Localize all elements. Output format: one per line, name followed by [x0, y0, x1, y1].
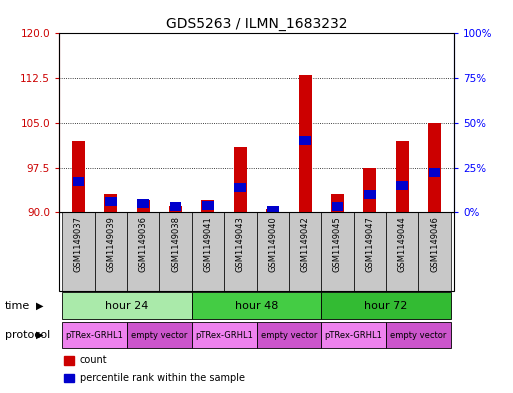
Text: time: time — [5, 301, 30, 310]
Bar — [386, 212, 419, 291]
Bar — [136, 200, 150, 212]
Bar — [397, 181, 408, 190]
Bar — [137, 199, 149, 208]
Text: GSM1149038: GSM1149038 — [171, 216, 180, 272]
Bar — [170, 202, 182, 211]
Bar — [256, 322, 321, 348]
Text: pTRex-GRHL1: pTRex-GRHL1 — [66, 331, 124, 340]
Text: hour 24: hour 24 — [105, 301, 149, 310]
Bar — [169, 206, 182, 212]
Bar — [396, 141, 409, 212]
Text: hour 48: hour 48 — [235, 301, 278, 310]
Text: empty vector: empty vector — [261, 331, 317, 340]
Bar — [202, 200, 214, 212]
Text: count: count — [80, 355, 107, 365]
Text: pTRex-GRHL1: pTRex-GRHL1 — [325, 331, 383, 340]
Bar — [321, 322, 386, 348]
Text: GSM1149044: GSM1149044 — [398, 216, 407, 272]
Text: GSM1149040: GSM1149040 — [268, 216, 277, 272]
Bar — [428, 123, 441, 212]
Bar — [234, 147, 247, 212]
Bar — [256, 212, 289, 291]
Bar — [299, 136, 311, 145]
Bar — [160, 212, 192, 291]
Bar — [386, 322, 451, 348]
Bar — [353, 212, 386, 291]
Bar — [192, 212, 224, 291]
Bar — [363, 167, 377, 212]
Bar — [192, 292, 321, 319]
Bar — [289, 212, 321, 291]
Bar — [105, 197, 116, 206]
Text: GSM1149046: GSM1149046 — [430, 216, 439, 272]
Bar — [419, 212, 451, 291]
Bar — [72, 141, 85, 212]
Text: GSM1149045: GSM1149045 — [333, 216, 342, 272]
Text: GSM1149037: GSM1149037 — [74, 216, 83, 272]
Text: ▶: ▶ — [36, 330, 44, 340]
Bar — [331, 195, 344, 212]
Bar — [321, 212, 353, 291]
Bar — [266, 209, 279, 212]
Bar — [429, 169, 440, 177]
Bar — [299, 75, 311, 212]
Text: empty vector: empty vector — [390, 331, 447, 340]
Bar — [62, 322, 127, 348]
Bar — [73, 177, 84, 186]
Bar — [224, 212, 256, 291]
Bar — [62, 292, 192, 319]
Text: pTRex-GRHL1: pTRex-GRHL1 — [195, 331, 253, 340]
Title: GDS5263 / ILMN_1683232: GDS5263 / ILMN_1683232 — [166, 17, 347, 31]
Bar — [192, 322, 256, 348]
Text: GSM1149036: GSM1149036 — [139, 216, 148, 272]
Bar — [202, 200, 214, 209]
Text: GSM1149042: GSM1149042 — [301, 216, 309, 272]
Bar — [234, 183, 246, 192]
Bar — [331, 202, 343, 211]
Text: GSM1149043: GSM1149043 — [236, 216, 245, 272]
Text: empty vector: empty vector — [131, 331, 188, 340]
Text: GSM1149047: GSM1149047 — [365, 216, 374, 272]
Text: protocol: protocol — [5, 330, 50, 340]
Text: hour 72: hour 72 — [364, 301, 408, 310]
Bar — [127, 212, 160, 291]
Text: GSM1149039: GSM1149039 — [106, 216, 115, 272]
Bar — [321, 292, 451, 319]
Bar — [94, 212, 127, 291]
Text: GSM1149041: GSM1149041 — [204, 216, 212, 272]
Bar — [62, 212, 94, 291]
Text: ▶: ▶ — [36, 301, 44, 310]
Text: percentile rank within the sample: percentile rank within the sample — [80, 373, 245, 383]
Bar — [267, 206, 279, 215]
Bar — [127, 322, 192, 348]
Bar — [104, 195, 117, 212]
Bar — [364, 190, 376, 199]
